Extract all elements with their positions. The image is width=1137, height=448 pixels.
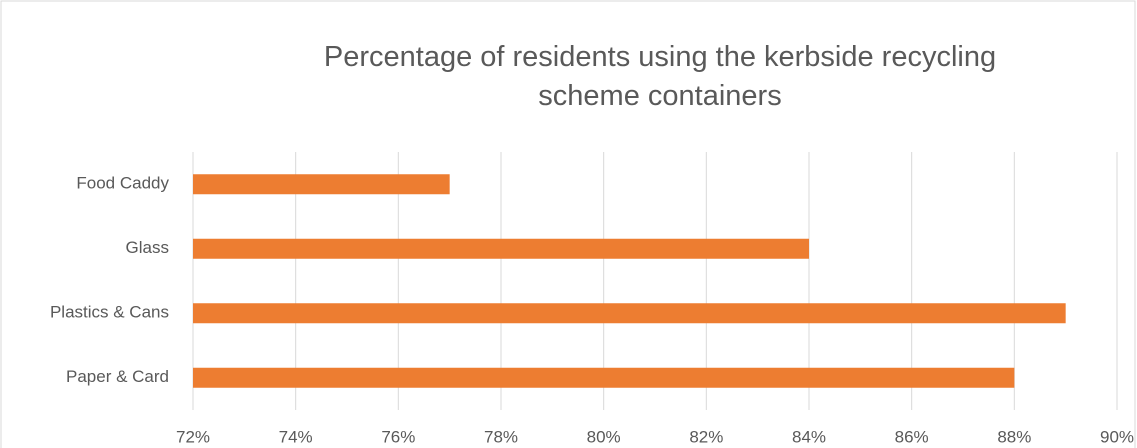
bar [193, 367, 1015, 388]
x-tick-label: 72% [176, 427, 210, 446]
x-tick-label: 88% [997, 427, 1031, 446]
y-tick-label: Food Caddy [76, 174, 169, 193]
x-tick-label: 76% [381, 427, 415, 446]
x-tick-label: 82% [689, 427, 723, 446]
y-tick-label: Plastics & Cans [50, 303, 169, 322]
x-tick-label: 80% [587, 427, 621, 446]
x-tick-label: 86% [895, 427, 929, 446]
x-tick-label: 90% [1100, 427, 1134, 446]
y-tick-label: Glass [126, 238, 169, 257]
chart-title: Percentage of residents using the kerbsi… [323, 41, 997, 112]
bar [193, 238, 809, 259]
bar [193, 303, 1066, 324]
y-tick-label: Paper & Card [66, 367, 169, 386]
x-tick-label: 74% [279, 427, 313, 446]
bar [193, 174, 450, 195]
x-tick-label: 84% [792, 427, 826, 446]
x-tick-label: 78% [484, 427, 518, 446]
